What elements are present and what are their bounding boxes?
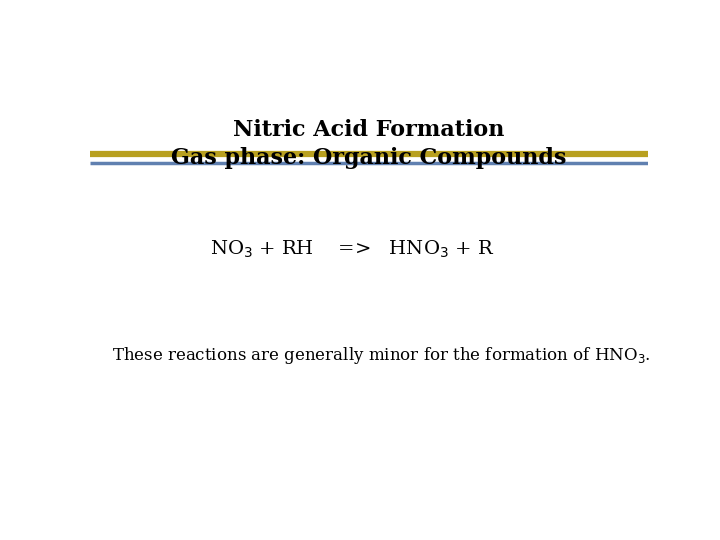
Text: These reactions are generally minor for the formation of HNO$_3$.: These reactions are generally minor for …: [112, 346, 651, 366]
Text: Nitric Acid Formation
Gas phase: Organic Compounds: Nitric Acid Formation Gas phase: Organic…: [171, 119, 567, 169]
Text: NO$_3$ + RH    =>   HNO$_3$ + R: NO$_3$ + RH => HNO$_3$ + R: [210, 239, 495, 260]
